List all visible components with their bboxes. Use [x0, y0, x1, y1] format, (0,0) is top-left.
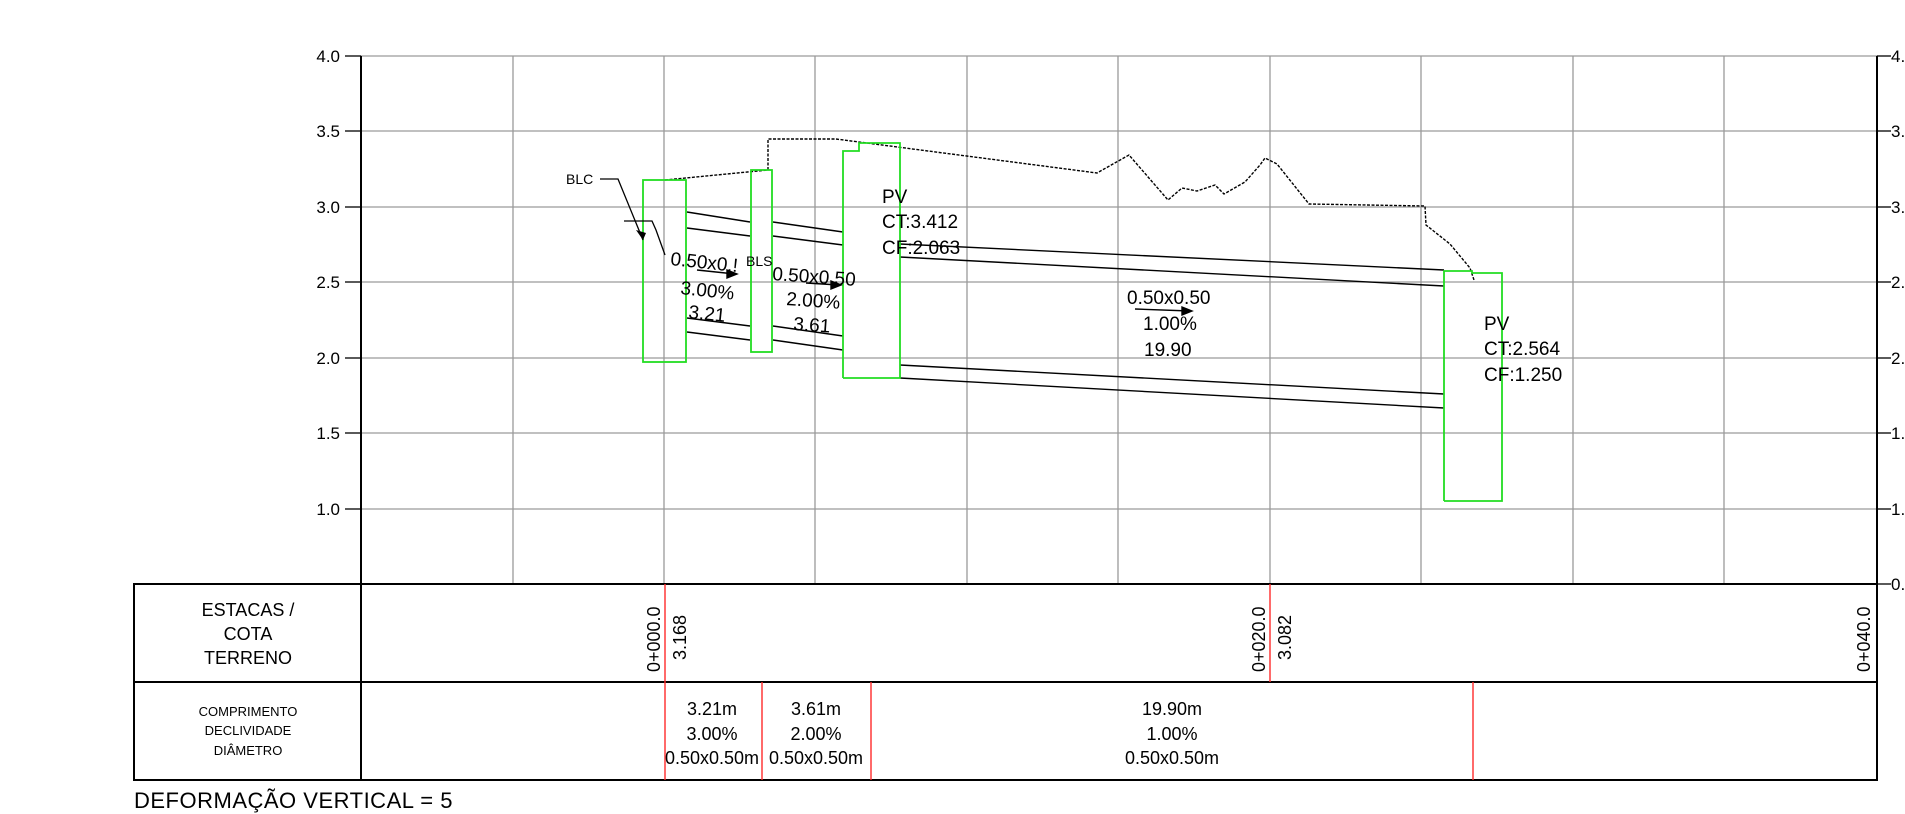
bls-box: [750, 169, 773, 353]
segment-diameter: 0.50x0.!: [669, 249, 738, 277]
station-value: 0+040.0: [1854, 606, 1874, 672]
y-tick-label: 2.5: [316, 273, 340, 292]
cell-slope: 3.00%: [686, 724, 737, 744]
segment-slope: 2.00%: [786, 289, 841, 314]
row2-header-line: DECLIVIDADE: [205, 723, 292, 738]
y-axis-right-labels: 4. 3. 3. 2. 2. 1. 1. 0.: [1891, 47, 1905, 594]
pv2-annotation: PV CT:2.564 CF:1.250: [1484, 314, 1562, 386]
row1-header-line: ESTACAS /: [202, 600, 295, 620]
row1-header-line: COTA: [224, 624, 273, 644]
row2-header-line: COMPRIMENTO: [199, 704, 298, 719]
segment-slope: 1.00%: [1143, 314, 1197, 335]
pv2-cf: CF:1.250: [1484, 365, 1562, 386]
y-tick-label-right: 3.: [1891, 122, 1905, 141]
station-cota: 3.168: [670, 615, 690, 660]
segment-length: 19.90: [1144, 340, 1192, 361]
y-tick-label-right: 1.: [1891, 424, 1905, 443]
row2-header: COMPRIMENTO DECLIVIDADE DIÂMETRO: [199, 704, 298, 758]
y-tick-label: 2.0: [316, 349, 340, 368]
cell-slope: 2.00%: [790, 724, 841, 744]
y-tick-label-right: 4.: [1891, 47, 1905, 66]
segment-1-labels: 0.50x0.! 3.00% 3.21: [669, 249, 738, 327]
y-tick-label: 3.0: [316, 198, 340, 217]
row1-header: ESTACAS / COTA TERRENO: [202, 600, 295, 668]
cell-diameter: 0.50x0.50m: [769, 748, 863, 768]
pv1-ct: CT:3.412: [882, 212, 958, 233]
station-labels: 0+000.0 3.168 0+020.0 3.082 0+040.0: [644, 606, 1874, 672]
segment-length: 3.21: [687, 302, 726, 327]
y-tick-label: 4.0: [316, 47, 340, 66]
pipe-lines: [686, 211, 1445, 409]
station-value: 0+020.0: [1249, 606, 1269, 672]
flow-arrows: [696, 268, 1194, 317]
bls-label: BLS: [746, 253, 772, 269]
profile-frame: [360, 56, 1878, 584]
station-cota: 3.082: [1275, 615, 1295, 660]
blc-arrowhead: [636, 230, 646, 240]
cell-length: 19.90m: [1142, 699, 1202, 719]
pv1-title: PV: [882, 187, 908, 208]
cell-diameter: 0.50x0.50m: [665, 748, 759, 768]
y-tick-label: 1.0: [316, 500, 340, 519]
cell-diameter: 0.50x0.50m: [1125, 748, 1219, 768]
pv1-box: [842, 142, 901, 379]
y-tick-label-right: 2.: [1891, 273, 1905, 292]
pv2-box: [1443, 270, 1503, 502]
y-tick-label-right: 0.: [1891, 575, 1905, 594]
y-tick-label-right: 3.: [1891, 198, 1905, 217]
cell-length: 3.21m: [687, 699, 737, 719]
station-value: 0+000.0: [644, 606, 664, 672]
data-table-frame: [133, 583, 1878, 781]
terrain-line: [664, 138, 1475, 281]
pv1-annotation: PV CT:3.412 CF:2.063: [882, 187, 960, 259]
row1-header-line: TERRENO: [204, 648, 292, 668]
y-axis-ticks: [345, 55, 1891, 585]
pv2-title: PV: [1484, 314, 1510, 335]
pv1-cf: CF:2.063: [882, 238, 960, 259]
pv2-ct: CT:2.564: [1484, 339, 1560, 360]
table-red-lines: [664, 584, 1474, 780]
y-axis-left-labels: 4.0 3.5 3.0 2.5 2.0 1.5 1.0: [316, 47, 340, 519]
segment-cells: 3.21m 3.00% 0.50x0.50m 3.61m 2.00% 0.50x…: [665, 699, 1219, 768]
segment-3-labels: 0.50x0.50 1.00% 19.90: [1127, 288, 1210, 361]
manholes: [642, 142, 1503, 502]
vertical-exaggeration-note: DEFORMAÇÃO VERTICAL = 5: [134, 788, 453, 813]
segment-length: 3.61: [793, 314, 831, 338]
cell-slope: 1.00%: [1146, 724, 1197, 744]
row2-header-line: DIÂMETRO: [214, 743, 283, 758]
segment-diameter: 0.50x0.50: [772, 264, 857, 291]
blc-label: BLC: [566, 171, 593, 187]
segment-slope: 3.00%: [679, 278, 735, 305]
blc-box: [642, 179, 687, 363]
cell-length: 3.61m: [791, 699, 841, 719]
y-tick-label: 3.5: [316, 122, 340, 141]
y-tick-label-right: 1.: [1891, 500, 1905, 519]
y-tick-label-right: 2.: [1891, 349, 1905, 368]
segment-diameter: 0.50x0.50: [1127, 288, 1210, 309]
blc-leader: [600, 178, 666, 256]
profile-grid: [361, 55, 1877, 584]
y-tick-label: 1.5: [316, 424, 340, 443]
